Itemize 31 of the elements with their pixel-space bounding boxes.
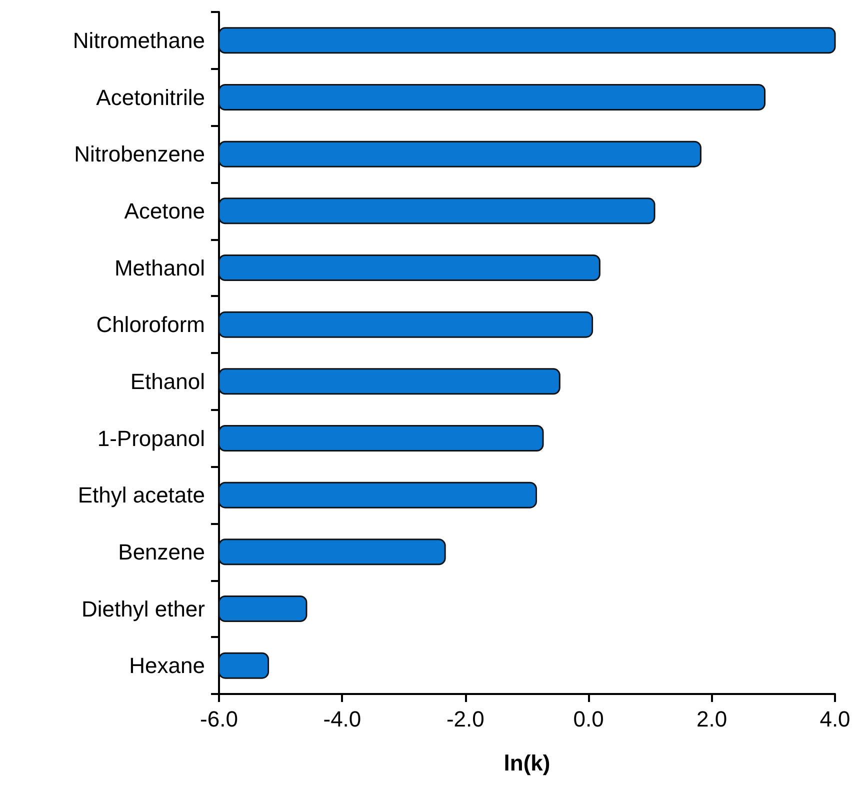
bar: [218, 84, 766, 111]
y-tick-label: Hexane: [129, 653, 205, 678]
bar: [218, 424, 544, 452]
y-tick-label: Chloroform: [96, 312, 205, 338]
bar: [218, 538, 446, 566]
bar: [218, 595, 308, 622]
bar: [218, 482, 537, 508]
bar: [218, 311, 594, 338]
x-tick-label: -4.0: [323, 706, 362, 732]
x-axis-title: ln(k): [504, 750, 550, 776]
y-tick-label: 1-Propanol: [97, 426, 205, 451]
y-tick-label: Nitrobenzene: [74, 142, 205, 167]
bar: [218, 652, 270, 679]
y-tick-label: Acetone: [124, 198, 205, 224]
bar: [218, 254, 600, 282]
y-tick-label: Benzene: [118, 539, 205, 564]
y-tick-label: Ethanol: [130, 368, 205, 394]
bar: [218, 140, 702, 168]
x-tick-label: 0.0: [573, 706, 604, 732]
bar: [218, 198, 656, 224]
y-tick-label: Methanol: [114, 255, 205, 280]
x-tick-label: -2.0: [446, 706, 484, 732]
x-tick-label: 4.0: [820, 706, 850, 732]
bar: [218, 27, 836, 54]
y-tick-label: Nitromethane: [72, 28, 205, 53]
y-tick-label: Ethyl acetate: [78, 482, 205, 508]
bar: [218, 368, 560, 395]
x-tick-label: -6.0: [200, 706, 238, 732]
y-tick-label: Acetonitrile: [96, 84, 205, 110]
x-tick-label: 2.0: [696, 706, 728, 732]
y-tick-label: Diethyl ether: [81, 596, 205, 622]
